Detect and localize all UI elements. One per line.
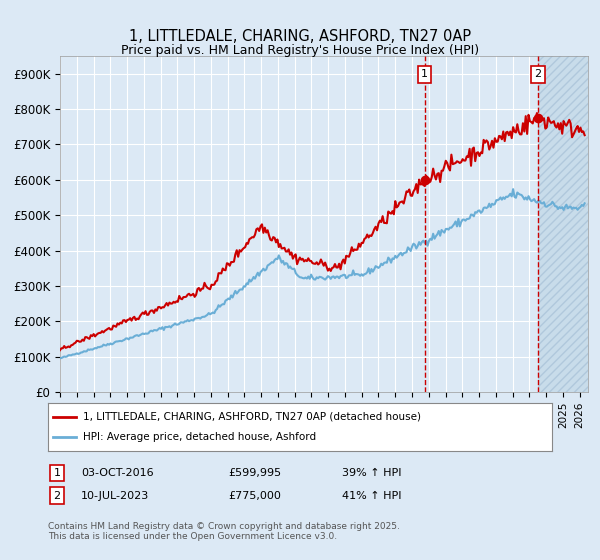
Text: HPI: Average price, detached house, Ashford: HPI: Average price, detached house, Ashf… [83,432,316,442]
Text: £599,995: £599,995 [228,468,281,478]
Text: 03-OCT-2016: 03-OCT-2016 [81,468,154,478]
Text: 2: 2 [53,491,61,501]
Text: 10-JUL-2023: 10-JUL-2023 [81,491,149,501]
Text: 1, LITTLEDALE, CHARING, ASHFORD, TN27 0AP: 1, LITTLEDALE, CHARING, ASHFORD, TN27 0A… [129,29,471,44]
Text: 1: 1 [421,69,428,80]
Bar [538,56,588,392]
Text: 2: 2 [535,69,542,80]
Text: 39% ↑ HPI: 39% ↑ HPI [342,468,401,478]
Text: Price paid vs. HM Land Registry's House Price Index (HPI): Price paid vs. HM Land Registry's House … [121,44,479,57]
Text: 1, LITTLEDALE, CHARING, ASHFORD, TN27 0AP (detached house): 1, LITTLEDALE, CHARING, ASHFORD, TN27 0A… [83,412,421,422]
Text: 41% ↑ HPI: 41% ↑ HPI [342,491,401,501]
Text: Contains HM Land Registry data © Crown copyright and database right 2025.
This d: Contains HM Land Registry data © Crown c… [48,522,400,542]
Text: 1: 1 [53,468,61,478]
Text: £775,000: £775,000 [228,491,281,501]
